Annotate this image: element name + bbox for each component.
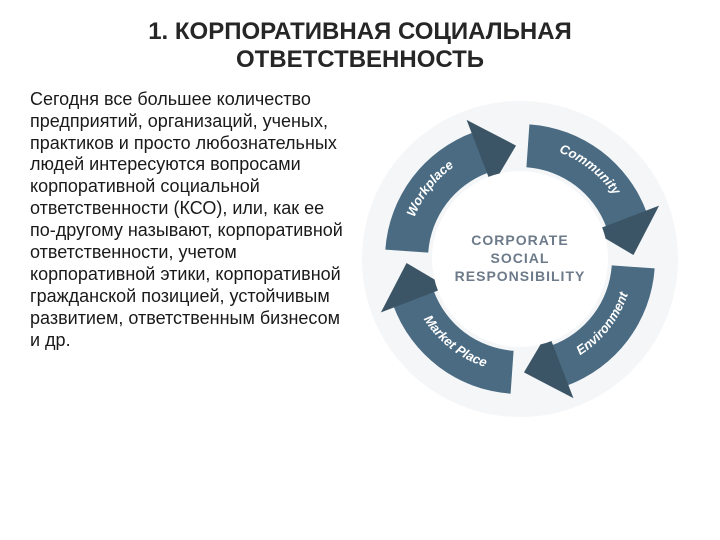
content-row: Сегодня все большее количество предприят…	[30, 89, 690, 520]
page-title: 1. КОРПОРАТИВНАЯ СОЦИАЛЬНАЯ ОТВЕТСТВЕННО…	[30, 18, 690, 75]
cycle-svg: WorkplaceCommunityEnvironmentMarket Plac…	[350, 89, 690, 429]
body-paragraph: Сегодня все большее количество предприят…	[30, 89, 350, 520]
slide: 1. КОРПОРАТИВНАЯ СОЦИАЛЬНАЯ ОТВЕТСТВЕННО…	[0, 0, 720, 540]
csr-cycle-diagram: WorkplaceCommunityEnvironmentMarket Plac…	[350, 89, 690, 520]
